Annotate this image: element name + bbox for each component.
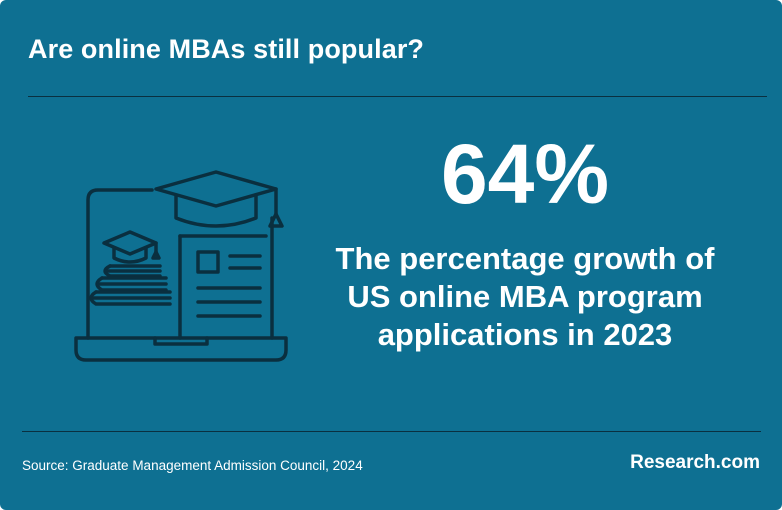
page-title: Are online MBAs still popular? bbox=[28, 34, 425, 64]
footer-divider bbox=[22, 431, 761, 432]
source-note: Source: Graduate Management Admission Co… bbox=[22, 458, 363, 473]
header-divider bbox=[28, 96, 767, 97]
brand-logo[interactable]: Research.com bbox=[630, 452, 760, 473]
stat-value: 64% bbox=[440, 127, 610, 221]
laptop-with-graduation-cap-icon bbox=[74, 170, 288, 362]
stat-description: The percentage growth of US online MBA p… bbox=[335, 241, 715, 352]
